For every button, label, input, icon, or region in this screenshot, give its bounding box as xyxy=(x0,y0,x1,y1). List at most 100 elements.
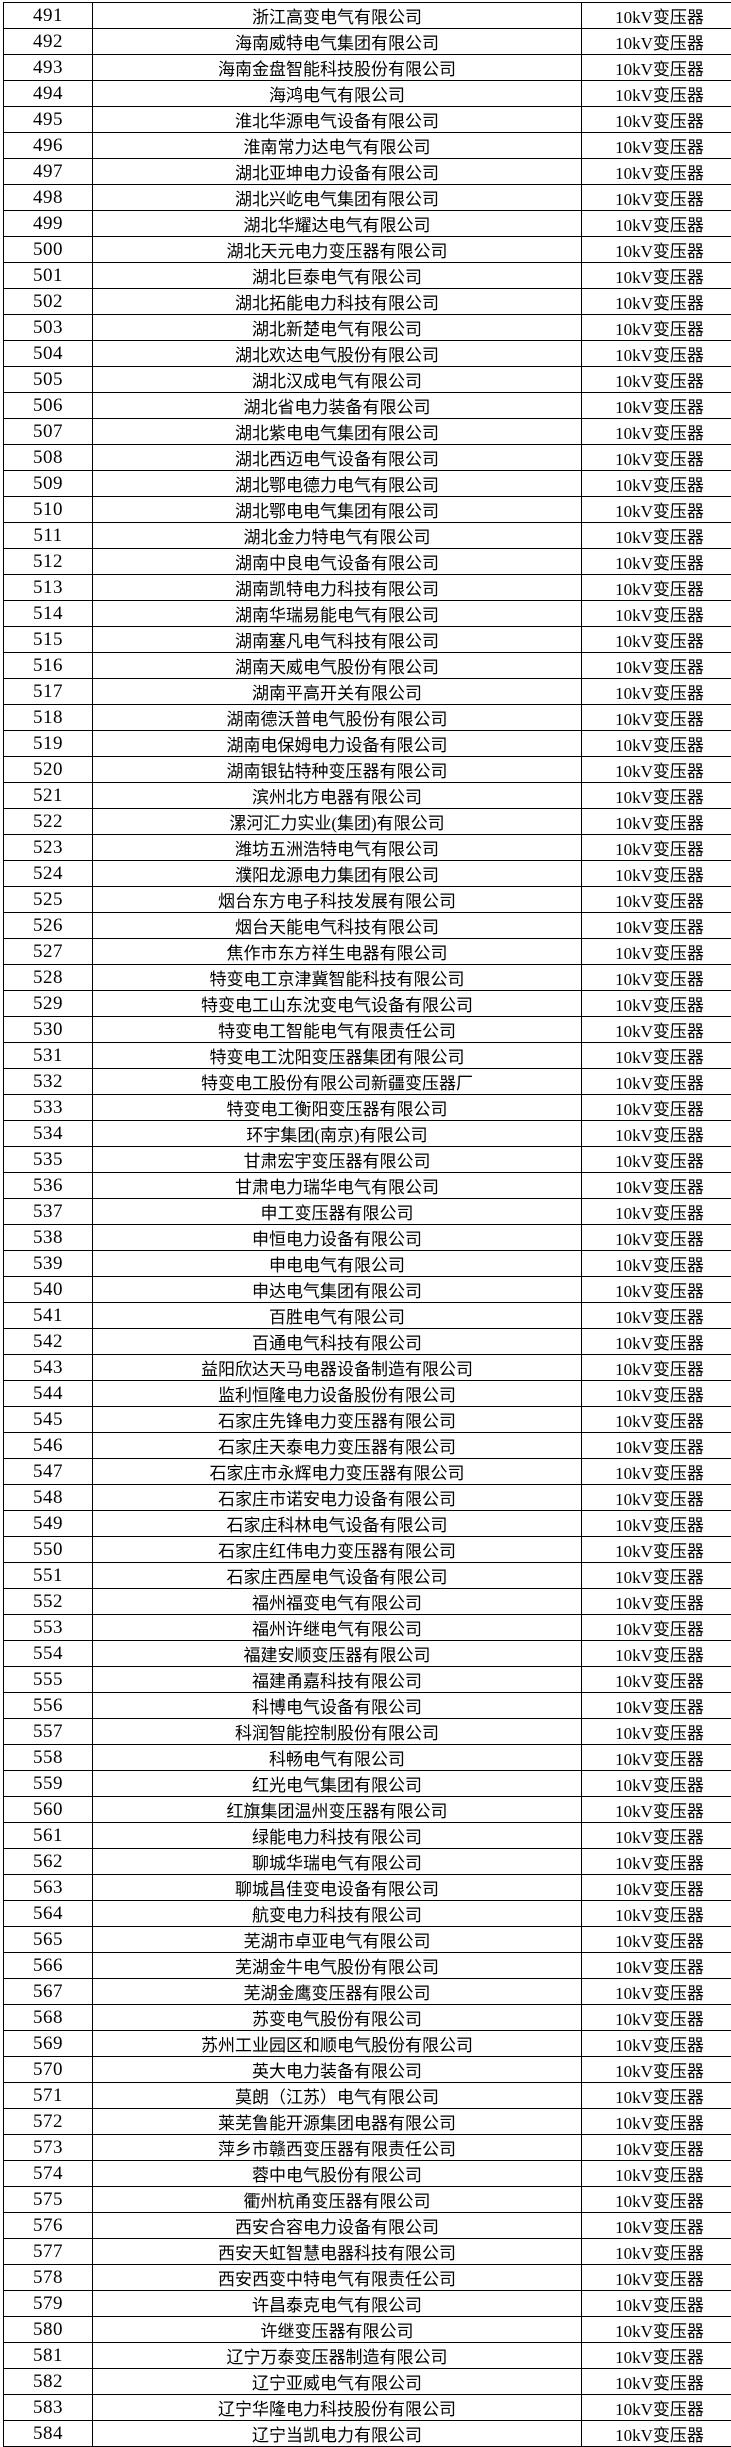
company-name: 湖南中良电气设备有限公司 xyxy=(93,549,582,575)
company-name: 湖北拓能电力科技有限公司 xyxy=(93,289,582,315)
product-type: 10kV变压器 xyxy=(582,1251,731,1277)
product-type: 10kV变压器 xyxy=(582,185,731,211)
company-name: 湖北鄂电电气集团有限公司 xyxy=(93,497,582,523)
company-name: 许昌泰克电气有限公司 xyxy=(93,2291,582,2317)
product-type: 10kV变压器 xyxy=(582,1043,731,1069)
company-name: 湖南电保姆电力设备有限公司 xyxy=(93,731,582,757)
product-type: 10kV变压器 xyxy=(582,679,731,705)
row-number: 555 xyxy=(4,1667,93,1693)
row-number: 504 xyxy=(4,341,93,367)
row-number: 523 xyxy=(4,835,93,861)
row-number: 533 xyxy=(4,1095,93,1121)
company-name: 辽宁万泰变压器制造有限公司 xyxy=(93,2343,582,2369)
company-name: 聊城华瑞电气有限公司 xyxy=(93,1849,582,1875)
product-type: 10kV变压器 xyxy=(582,601,731,627)
row-number: 579 xyxy=(4,2291,93,2317)
row-number: 553 xyxy=(4,1615,93,1641)
product-type: 10kV变压器 xyxy=(582,861,731,887)
company-name: 石家庄先锋电力变压器有限公司 xyxy=(93,1407,582,1433)
company-name: 科畅电气有限公司 xyxy=(93,1745,582,1771)
row-number: 496 xyxy=(4,133,93,159)
company-name: 湖北西迈电气设备有限公司 xyxy=(93,445,582,471)
row-number: 539 xyxy=(4,1251,93,1277)
row-number: 572 xyxy=(4,2109,93,2135)
company-name: 萍乡市赣西变压器有限责任公司 xyxy=(93,2135,582,2161)
company-name: 甘肃宏宇变压器有限公司 xyxy=(93,1147,582,1173)
product-type: 10kV变压器 xyxy=(582,419,731,445)
product-type: 10kV变压器 xyxy=(582,549,731,575)
product-type: 10kV变压器 xyxy=(582,2031,731,2057)
product-type: 10kV变压器 xyxy=(582,1979,731,2005)
row-number: 562 xyxy=(4,1849,93,1875)
product-type: 10kV变压器 xyxy=(582,1199,731,1225)
company-name: 福州福变电气有限公司 xyxy=(93,1589,582,1615)
company-name: 浙江高变电气有限公司 xyxy=(93,3,582,29)
company-name: 环宇集团(南京)有限公司 xyxy=(93,1121,582,1147)
company-name: 申恒电力设备有限公司 xyxy=(93,1225,582,1251)
product-type: 10kV变压器 xyxy=(582,757,731,783)
product-type: 10kV变压器 xyxy=(582,1433,731,1459)
row-number: 565 xyxy=(4,1927,93,1953)
row-number: 531 xyxy=(4,1043,93,1069)
company-name: 淮北华源电气设备有限公司 xyxy=(93,107,582,133)
product-type: 10kV变压器 xyxy=(582,1173,731,1199)
row-number: 582 xyxy=(4,2369,93,2395)
row-number: 515 xyxy=(4,627,93,653)
company-name: 聊城昌佳变电设备有限公司 xyxy=(93,1875,582,1901)
product-type: 10kV变压器 xyxy=(582,1381,731,1407)
product-type: 10kV变压器 xyxy=(582,1693,731,1719)
company-name: 甘肃电力瑞华电气有限公司 xyxy=(93,1173,582,1199)
company-name: 烟台东方电子科技发展有限公司 xyxy=(93,887,582,913)
company-name: 申电电气有限公司 xyxy=(93,1251,582,1277)
company-name: 焦作市东方祥生电器有限公司 xyxy=(93,939,582,965)
product-type: 10kV变压器 xyxy=(582,81,731,107)
product-type: 10kV变压器 xyxy=(582,159,731,185)
company-name: 湖南银钻特种变压器有限公司 xyxy=(93,757,582,783)
company-name: 湖北鄂电德力电气有限公司 xyxy=(93,471,582,497)
company-name: 石家庄科林电气设备有限公司 xyxy=(93,1511,582,1537)
company-name: 湖北兴屹电气集团有限公司 xyxy=(93,185,582,211)
company-name: 淮南常力达电气有限公司 xyxy=(93,133,582,159)
company-name: 芜湖市卓亚电气有限公司 xyxy=(93,1927,582,1953)
product-type: 10kV变压器 xyxy=(582,991,731,1017)
product-type: 10kV变压器 xyxy=(582,1225,731,1251)
row-number: 498 xyxy=(4,185,93,211)
product-type: 10kV变压器 xyxy=(582,2421,731,2447)
product-type: 10kV变压器 xyxy=(582,445,731,471)
row-number: 568 xyxy=(4,2005,93,2031)
row-number: 569 xyxy=(4,2031,93,2057)
row-number: 537 xyxy=(4,1199,93,1225)
row-number: 501 xyxy=(4,263,93,289)
product-type: 10kV变压器 xyxy=(582,2369,731,2395)
company-name: 苏州工业园区和顺电气股份有限公司 xyxy=(93,2031,582,2057)
company-name: 湖北亚坤电力设备有限公司 xyxy=(93,159,582,185)
product-type: 10kV变压器 xyxy=(582,497,731,523)
company-name: 湖南天威电气股份有限公司 xyxy=(93,653,582,679)
row-number: 561 xyxy=(4,1823,93,1849)
company-name: 石家庄市永辉电力变压器有限公司 xyxy=(93,1459,582,1485)
row-number: 566 xyxy=(4,1953,93,1979)
company-name: 湖北金力特电气有限公司 xyxy=(93,523,582,549)
